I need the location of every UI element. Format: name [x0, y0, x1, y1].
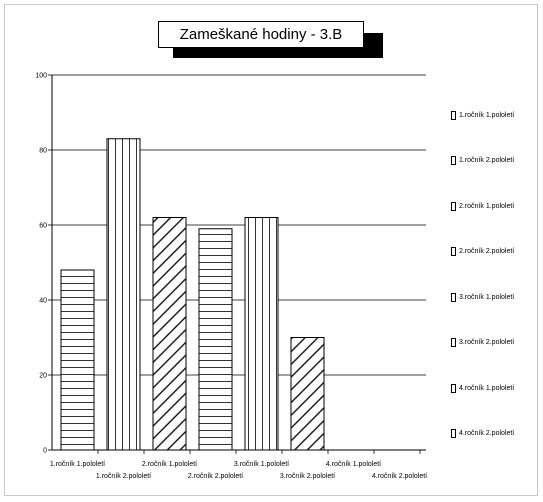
chart-title-box: Zameškané hodiny - 3.B [158, 21, 364, 48]
bar-6 [290, 337, 325, 451]
legend-item: 2.ročník 1.pololetí [451, 199, 514, 213]
legend-label: 3.ročník 1.pololetí [459, 293, 515, 301]
bar-2 [106, 138, 141, 451]
chart-title: Zameškané hodiny - 3.B [179, 26, 343, 43]
legend-swatch [451, 247, 456, 256]
x-tick-label: 1.ročník 2.pololetí [96, 473, 151, 480]
chart-legend: 1.ročník 1.pololetí 1.ročník 2.pololetí 2.… [451, 108, 535, 438]
legend-label: 2.ročník 1.pololetí [459, 202, 515, 210]
y-tick-label: 0 [43, 448, 47, 455]
legend-label: 3.ročník 2.pololetí [459, 339, 515, 346]
legend-item: 3.ročník 1.pololetí [451, 290, 514, 304]
x-tick-label: 2.ročník 2.pololetí [188, 473, 243, 480]
legend-label: 1.ročník 1.pololetí [459, 111, 515, 119]
bar-5 [244, 217, 279, 451]
legend-label: 4.ročník 1.pololetí [459, 384, 515, 392]
legend-item: 4.ročník 1.pololetí [451, 381, 514, 395]
legend-swatch [451, 156, 456, 165]
legend-item: 1.ročník 2.pololetí [451, 154, 514, 168]
x-tick-label: 3.ročník 1.pololetí [234, 461, 289, 468]
y-tick-label: 20 [39, 373, 47, 380]
legend-label: 2.ročník 2.pololetí [459, 248, 515, 255]
legend-item: 4.ročník 2.pololetí [451, 427, 514, 441]
legend-swatch [451, 383, 456, 393]
x-tick-label: 3.ročník 2.pololetí [280, 473, 335, 480]
legend-item: 1.ročník 1.pololetí [451, 108, 514, 122]
y-tick-label: 40 [39, 298, 47, 305]
x-tick-label: 1.ročník 1.pololetí [50, 461, 105, 468]
legend-label: 1.ročník 2.pololetí [459, 157, 515, 164]
x-tick-label: 4.ročník 2.pololetí [372, 473, 427, 480]
y-tick-label: 100 [35, 73, 47, 80]
legend-swatch [451, 201, 456, 211]
bar-3 [152, 217, 187, 451]
legend-item: 3.ročník 2.pololetí [451, 336, 514, 350]
x-tick-label: 4.ročník 1.pololetí [326, 461, 381, 468]
y-tick-label: 80 [39, 148, 47, 155]
y-tick-label: 60 [39, 223, 47, 230]
legend-item: 2.ročník 2.pololetí [451, 245, 514, 259]
x-tick-label: 2.ročník 1.pololetí [142, 461, 197, 468]
bar-1 [60, 269, 95, 451]
legend-swatch [451, 338, 456, 347]
bar-4 [198, 228, 233, 451]
legend-swatch [451, 429, 456, 438]
legend-label: 4.ročník 2.pololetí [459, 430, 515, 437]
legend-swatch [451, 110, 456, 120]
legend-swatch [451, 292, 456, 302]
